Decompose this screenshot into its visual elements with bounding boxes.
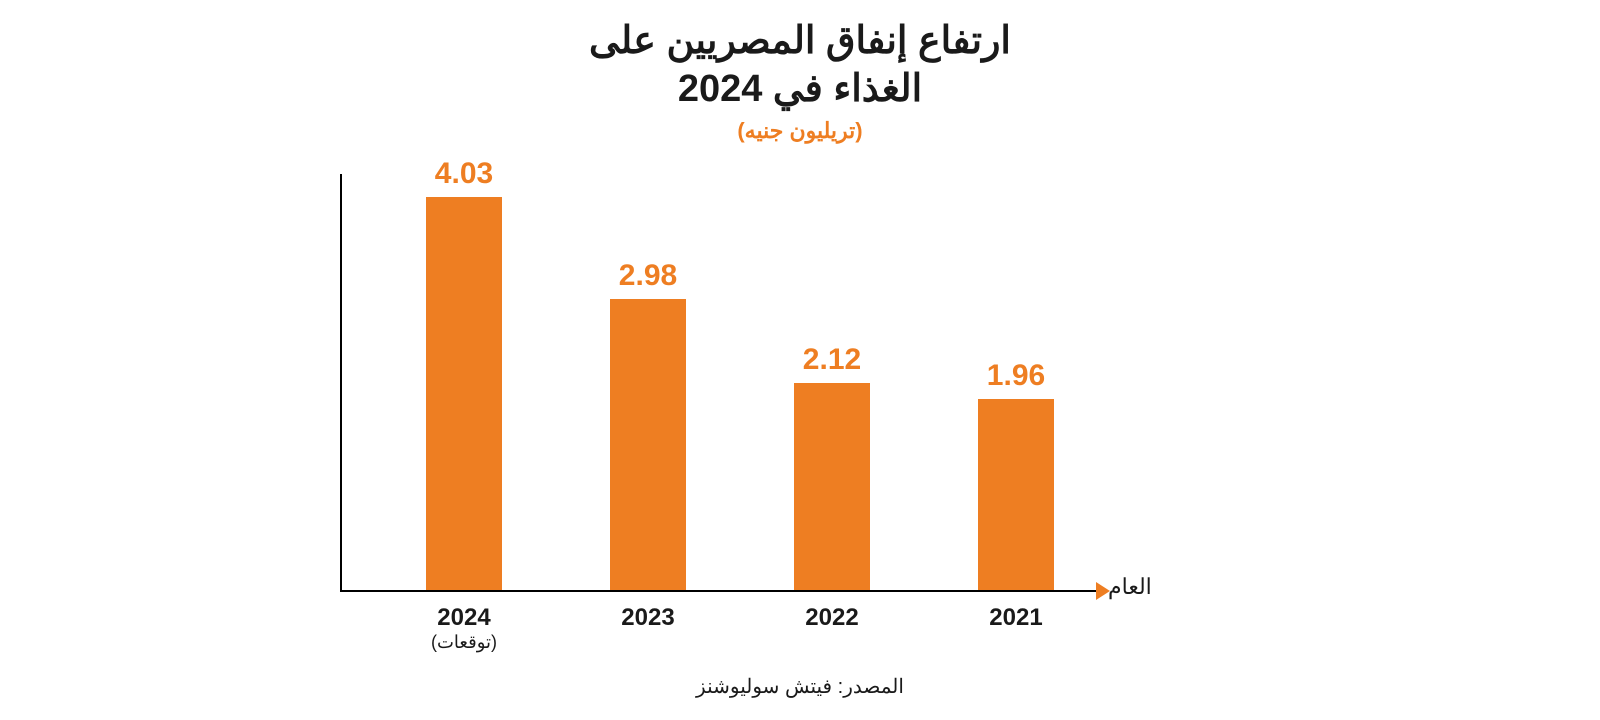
- y-axis-line: [340, 174, 342, 590]
- bar-value-label: 1.96: [928, 359, 1104, 393]
- bar: [978, 399, 1054, 590]
- bar-category-label: 2022: [744, 604, 920, 632]
- bar-value-label: 4.03: [376, 157, 552, 191]
- bar-value-label: 2.98: [560, 259, 736, 293]
- bar: [610, 299, 686, 590]
- chart-source: المصدر: فيتش سوليوشنز: [0, 674, 1600, 699]
- x-axis-label: العام: [1108, 574, 1152, 600]
- chart-title-line2: الغذاء في 2024: [0, 66, 1600, 114]
- bar-category-label: 2023: [560, 604, 736, 632]
- chart-title-line1: ارتفاع إنفاق المصريين على: [0, 18, 1600, 66]
- bar-category-label: 2024: [376, 604, 552, 632]
- bar-category-label: 2021: [928, 604, 1104, 632]
- bar-value-label: 2.12: [744, 343, 920, 377]
- x-axis-line: [340, 590, 1096, 592]
- bar: [426, 197, 502, 590]
- chart-subtitle: (تريليون جنيه): [0, 118, 1600, 144]
- bar-category-note: (توقعات): [376, 632, 552, 653]
- bar: [794, 383, 870, 590]
- chart-title: ارتفاع إنفاق المصريين على الغذاء في 2024: [0, 18, 1600, 113]
